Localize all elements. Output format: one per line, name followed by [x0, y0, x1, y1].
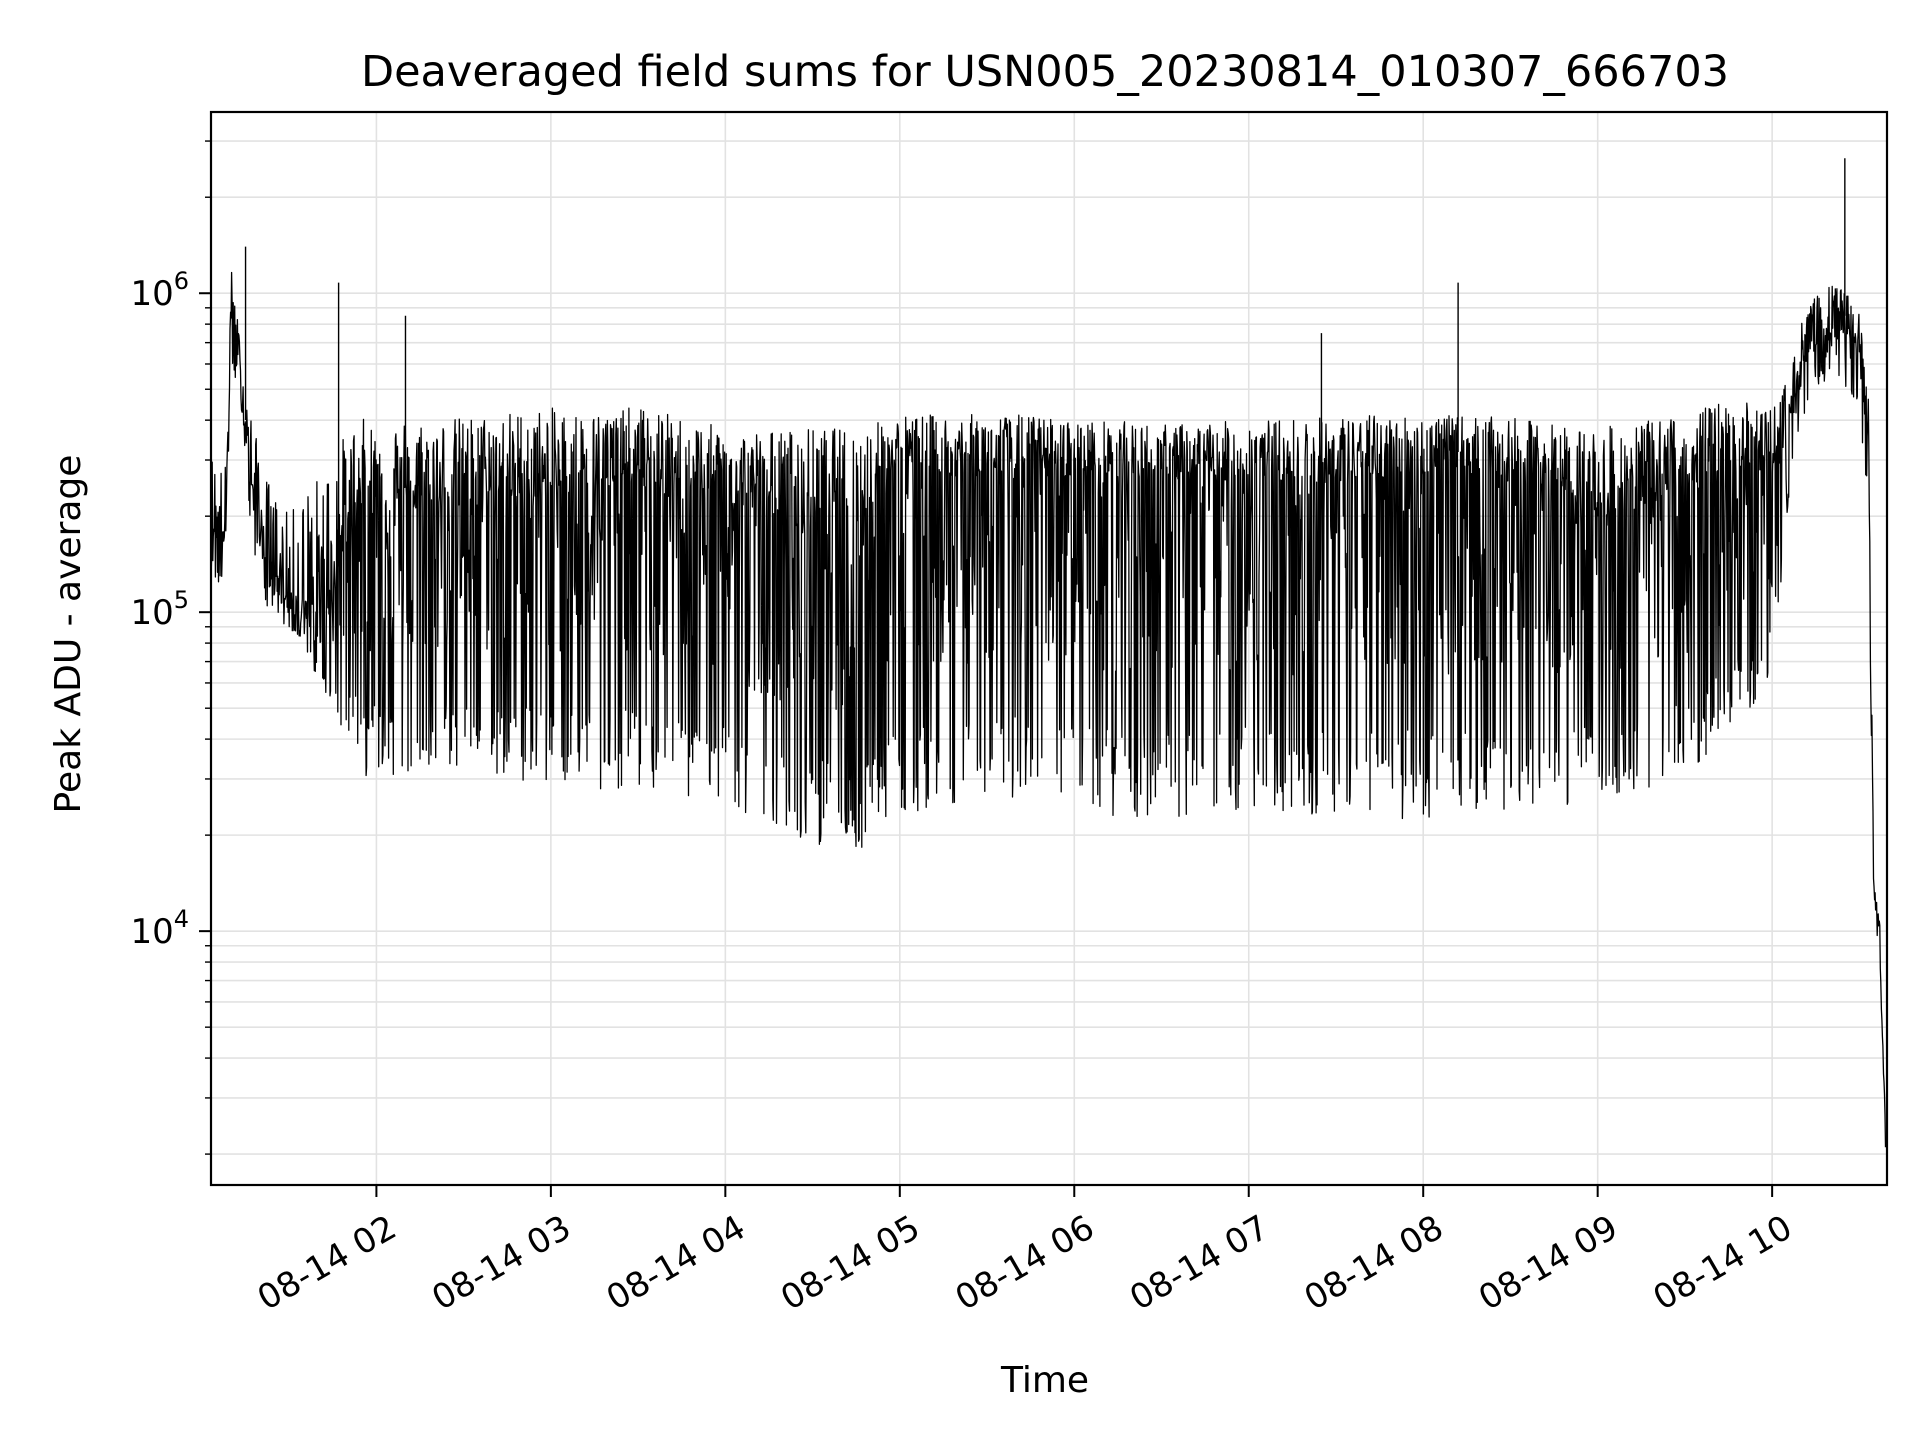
y-tick-label: 106	[130, 267, 189, 314]
chart-title: Deaveraged field sums for USN005_2023081…	[361, 47, 1729, 97]
y-tick-label: 104	[130, 905, 189, 952]
plot-frame	[209, 110, 1889, 1187]
plot-area	[210, 158, 1887, 1148]
x-axis-title: Time	[1000, 1360, 1089, 1401]
y-axis-title: Peak ADU - average	[48, 455, 89, 814]
series-line	[210, 271, 1887, 1148]
y-tick-label: 105	[130, 586, 189, 633]
